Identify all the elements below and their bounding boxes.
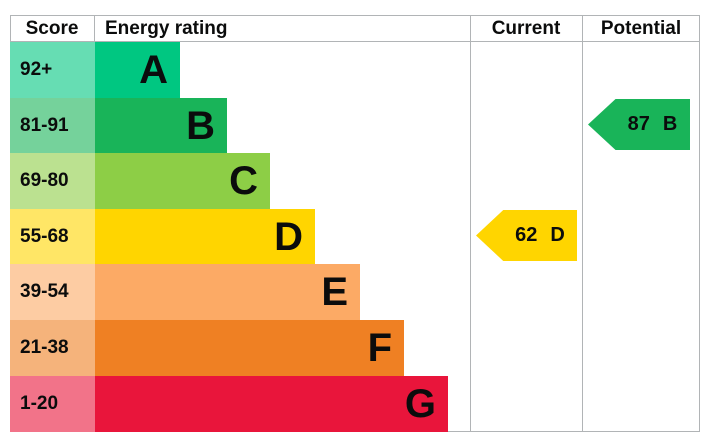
band-letter: B <box>186 103 215 148</box>
potential-column-divider <box>582 15 583 432</box>
band-bar-d: D <box>95 209 315 264</box>
band-letter: A <box>139 48 168 92</box>
band-row-a: 92+ A <box>10 42 700 98</box>
band-bar-a: A <box>95 42 180 98</box>
band-row-g: 1-20 G <box>10 376 700 432</box>
score-range-cell: 69-80 <box>10 153 95 209</box>
table-left-border <box>10 15 11 42</box>
current-marker-value: 62 <box>515 224 538 246</box>
score-range-cell: 81-91 <box>10 98 95 153</box>
score-range-cell: 21-38 <box>10 320 95 376</box>
score-column-divider <box>94 15 95 42</box>
band-row-e: 39-54 E <box>10 264 700 320</box>
current-marker-letter: D <box>550 224 565 246</box>
score-range-cell: 92+ <box>10 42 95 98</box>
band-bar-c: C <box>95 153 270 209</box>
current-column-divider <box>470 15 471 432</box>
band-bar-g: G <box>95 376 448 432</box>
band-bar-b: B <box>95 98 227 153</box>
band-row-d: 55-68 D <box>10 209 700 264</box>
table-right-border <box>699 15 700 432</box>
score-range-cell: 39-54 <box>10 264 95 320</box>
potential-header: Potential <box>600 17 682 39</box>
band-letter: F <box>367 326 392 370</box>
band-bar-e: E <box>95 264 360 320</box>
header-bottom-border <box>10 41 700 42</box>
potential-marker-letter: B <box>662 113 678 135</box>
score-range-cell: 55-68 <box>10 209 95 264</box>
table-top-border <box>10 15 700 16</box>
band-row-c: 69-80 C <box>10 153 700 209</box>
band-letter: E <box>321 270 348 314</box>
band-bar-f: F <box>95 320 404 376</box>
band-letter: C <box>229 159 258 203</box>
band-row-f: 21-38 F <box>10 320 700 376</box>
score-header: Score <box>25 17 79 39</box>
band-letter: G <box>404 382 436 426</box>
potential-marker-value: 87 <box>627 113 650 135</box>
energy-rating-header: Energy rating <box>105 17 228 39</box>
band-letter: D <box>274 214 303 259</box>
score-range-cell: 1-20 <box>10 376 95 432</box>
band-row-b: 81-91 B <box>10 98 700 153</box>
current-header: Current <box>491 17 561 39</box>
